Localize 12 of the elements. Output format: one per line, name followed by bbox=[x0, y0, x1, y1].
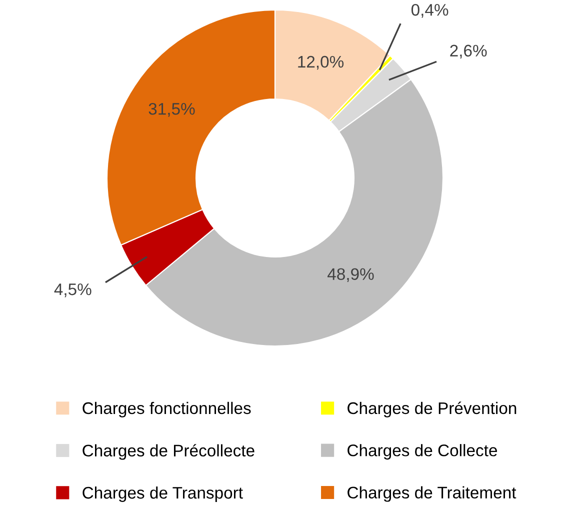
data-label: 12,0% bbox=[298, 56, 344, 70]
data-label: 0,4% bbox=[411, 4, 448, 18]
data-label: 4,5% bbox=[54, 283, 92, 298]
legend-label: Charges de Précollecte bbox=[82, 444, 254, 460]
data-label: 31,5% bbox=[148, 102, 195, 117]
legend-label: Charges de Prévention bbox=[348, 402, 516, 418]
data-label: 2,6% bbox=[450, 44, 487, 59]
legend-label: Charges fonctionnelles bbox=[82, 402, 251, 418]
legend-label: Charges de Collecte bbox=[348, 444, 497, 460]
legend-label: Charges de Transport bbox=[82, 486, 243, 502]
data-label: 48,9% bbox=[328, 268, 374, 282]
legend-label: Charges de Traitement bbox=[348, 486, 516, 502]
